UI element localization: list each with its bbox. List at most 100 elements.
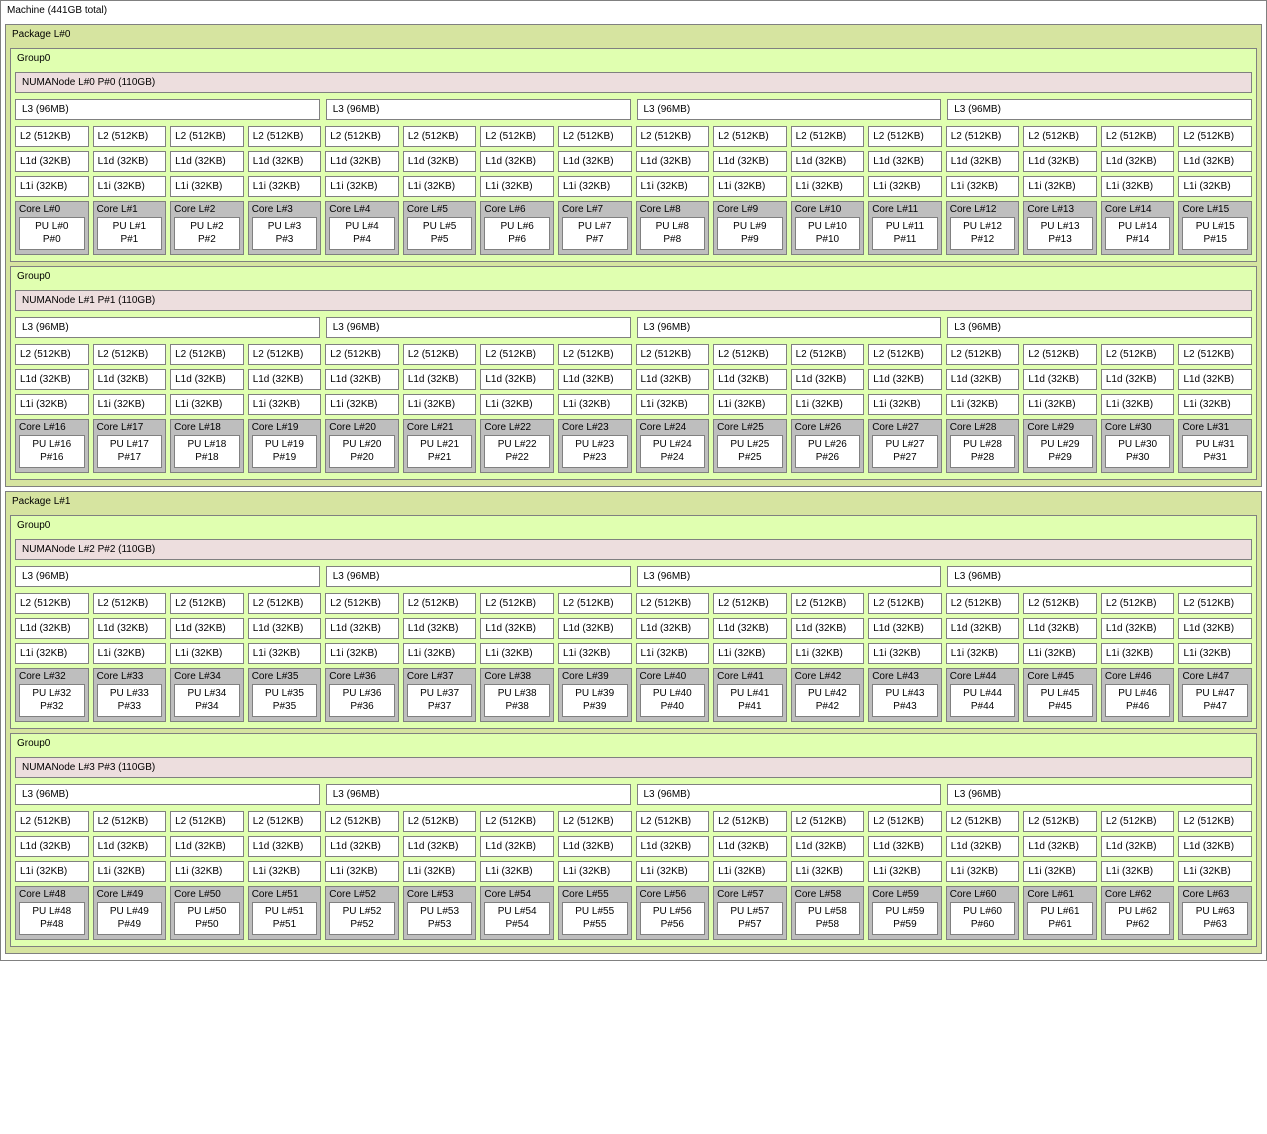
l1d-cache-box: L1d (32KB) [1023, 618, 1097, 639]
group-label: Group0 [15, 518, 1252, 535]
l3-cache-box: L3 (96MB) [15, 317, 320, 338]
l1d-cache-box: L1d (32KB) [403, 618, 477, 639]
pu-box: PU L#26P#26 [795, 435, 861, 468]
core-box: Core L#28PU L#28P#28 [946, 419, 1020, 473]
core-label: Core L#26 [795, 422, 861, 433]
l3-cache-box: L3 (96MB) [326, 317, 631, 338]
core-box: Core L#37PU L#37P#37 [403, 668, 477, 722]
l2-cache-box: L2 (512KB) [15, 593, 89, 614]
l1d-cache-box: L1d (32KB) [248, 151, 322, 172]
core-box: Core L#1 PU L#1P#1 [93, 201, 167, 255]
l1d-cache-box: L1d (32KB) [15, 836, 89, 857]
l2-cache-box: L2 (512KB) [480, 126, 554, 147]
core-label: Core L#15 [1182, 204, 1248, 215]
l1d-cache-box: L1d (32KB) [248, 618, 322, 639]
l2-cache-box: L2 (512KB) [1023, 126, 1097, 147]
pu-box: PU L#52P#52 [329, 902, 395, 935]
l3-row: L3 (96MB)L3 (96MB)L3 (96MB)L3 (96MB) [15, 317, 1252, 338]
l1d-cache-box: L1d (32KB) [1178, 618, 1252, 639]
core-label: Core L#44 [950, 671, 1016, 682]
l2-cache-box: L2 (512KB) [713, 811, 787, 832]
core-label: Core L#13 [1027, 204, 1093, 215]
core-box: Core L#60PU L#60P#60 [946, 886, 1020, 940]
l2-cache-box: L2 (512KB) [558, 126, 632, 147]
pu-box: PU L#1P#1 [97, 217, 163, 250]
core-box: Core L#59PU L#59P#59 [868, 886, 942, 940]
core-box: Core L#46PU L#46P#46 [1101, 668, 1175, 722]
core-label: Core L#41 [717, 671, 783, 682]
l2-cache-box: L2 (512KB) [713, 344, 787, 365]
group-label: Group0 [15, 736, 1252, 753]
l1d-cache-box: L1d (32KB) [170, 836, 244, 857]
l3-cache-box: L3 (96MB) [947, 784, 1252, 805]
l2-cache-box: L2 (512KB) [248, 811, 322, 832]
l1d-cache-box: L1d (32KB) [791, 836, 865, 857]
core-label: Core L#43 [872, 671, 938, 682]
l1i-cache-box: L1i (32KB) [93, 861, 167, 882]
core-label: Core L#59 [872, 889, 938, 900]
l1i-cache-box: L1i (32KB) [791, 643, 865, 664]
numa-node-box: NUMANode L#0 P#0 (110GB) [15, 72, 1252, 93]
l1i-cache-box: L1i (32KB) [636, 861, 710, 882]
core-box: Core L#36PU L#36P#36 [325, 668, 399, 722]
core-label: Core L#2 [174, 204, 240, 215]
core-box: Core L#44 PU L#44P#44 [946, 668, 1020, 722]
l2-cache-box: L2 (512KB) [791, 811, 865, 832]
machine-label: Machine (441GB total) [5, 3, 1262, 20]
l1i-cache-box: L1i (32KB) [1101, 176, 1175, 197]
core-box: Core L#49PU L#49P#49 [93, 886, 167, 940]
l3-cache-box: L3 (96MB) [947, 317, 1252, 338]
l1d-cache-box: L1d (32KB) [93, 836, 167, 857]
core-box: Core L#50PU L#50P#50 [170, 886, 244, 940]
l1d-cache-box: L1d (32KB) [558, 369, 632, 390]
core-label: Core L#62 [1105, 889, 1171, 900]
pu-box: PU L#14P#14 [1105, 217, 1171, 250]
pu-box: PU L#36P#36 [329, 684, 395, 717]
l1d-cache-box: L1d (32KB) [1023, 369, 1097, 390]
pu-box: PU L#45P#45 [1027, 684, 1093, 717]
core-box: Core L#63PU L#63P#63 [1178, 886, 1252, 940]
l1d-cache-box: L1d (32KB) [558, 151, 632, 172]
l1i-cache-box: L1i (32KB) [1101, 643, 1175, 664]
l1i-cache-box: L1i (32KB) [248, 643, 322, 664]
cores-grid: L2 (512KB)L2 (512KB)L2 (512KB)L2 (512KB)… [15, 593, 1252, 722]
l2-cache-box: L2 (512KB) [946, 126, 1020, 147]
l2-cache-box: L2 (512KB) [403, 126, 477, 147]
l3-cache-box: L3 (96MB) [326, 566, 631, 587]
l1d-cache-box: L1d (32KB) [1023, 836, 1097, 857]
l1i-cache-box: L1i (32KB) [325, 176, 399, 197]
core-label: Core L#31 [1182, 422, 1248, 433]
l1d-cache-box: L1d (32KB) [868, 618, 942, 639]
core-label: Core L#1 [97, 204, 163, 215]
l1d-cache-box: L1d (32KB) [170, 151, 244, 172]
l1d-cache-box: L1d (32KB) [248, 836, 322, 857]
l1i-cache-box: L1i (32KB) [791, 861, 865, 882]
l1i-cache-box: L1i (32KB) [480, 176, 554, 197]
group-box: Group0NUMANode L#3 P#3 (110GB)L3 (96MB)L… [10, 733, 1257, 947]
package-box: Package L#0Group0NUMANode L#0 P#0 (110GB… [5, 24, 1262, 487]
core-label: Core L#47 [1182, 671, 1248, 682]
l1i-cache-box: L1i (32KB) [480, 643, 554, 664]
l1i-cache-box: L1i (32KB) [248, 394, 322, 415]
core-box: Core L#55PU L#55P#55 [558, 886, 632, 940]
core-label: Core L#0 [19, 204, 85, 215]
pu-box: PU L#55P#55 [562, 902, 628, 935]
pu-box: PU L#7P#7 [562, 217, 628, 250]
l1d-cache-box: L1d (32KB) [791, 618, 865, 639]
l1d-cache-box: L1d (32KB) [946, 836, 1020, 857]
pu-box: PU L#62P#62 [1105, 902, 1171, 935]
pu-box: PU L#18P#18 [174, 435, 240, 468]
core-box: Core L#42PU L#42P#42 [791, 668, 865, 722]
core-label: Core L#18 [174, 422, 240, 433]
l2-cache-box: L2 (512KB) [170, 593, 244, 614]
core-box: Core L#11PU L#11P#11 [868, 201, 942, 255]
pu-box: PU L#44P#44 [950, 684, 1016, 717]
l3-cache-box: L3 (96MB) [637, 784, 942, 805]
core-box: Core L#38PU L#38P#38 [480, 668, 554, 722]
l1d-cache-box: L1d (32KB) [713, 369, 787, 390]
l1d-cache-box: L1d (32KB) [325, 151, 399, 172]
l1i-cache-box: L1i (32KB) [15, 394, 89, 415]
core-box: Core L#4PU L#4P#4 [325, 201, 399, 255]
pu-box: PU L#57P#57 [717, 902, 783, 935]
pu-box: PU L#49P#49 [97, 902, 163, 935]
